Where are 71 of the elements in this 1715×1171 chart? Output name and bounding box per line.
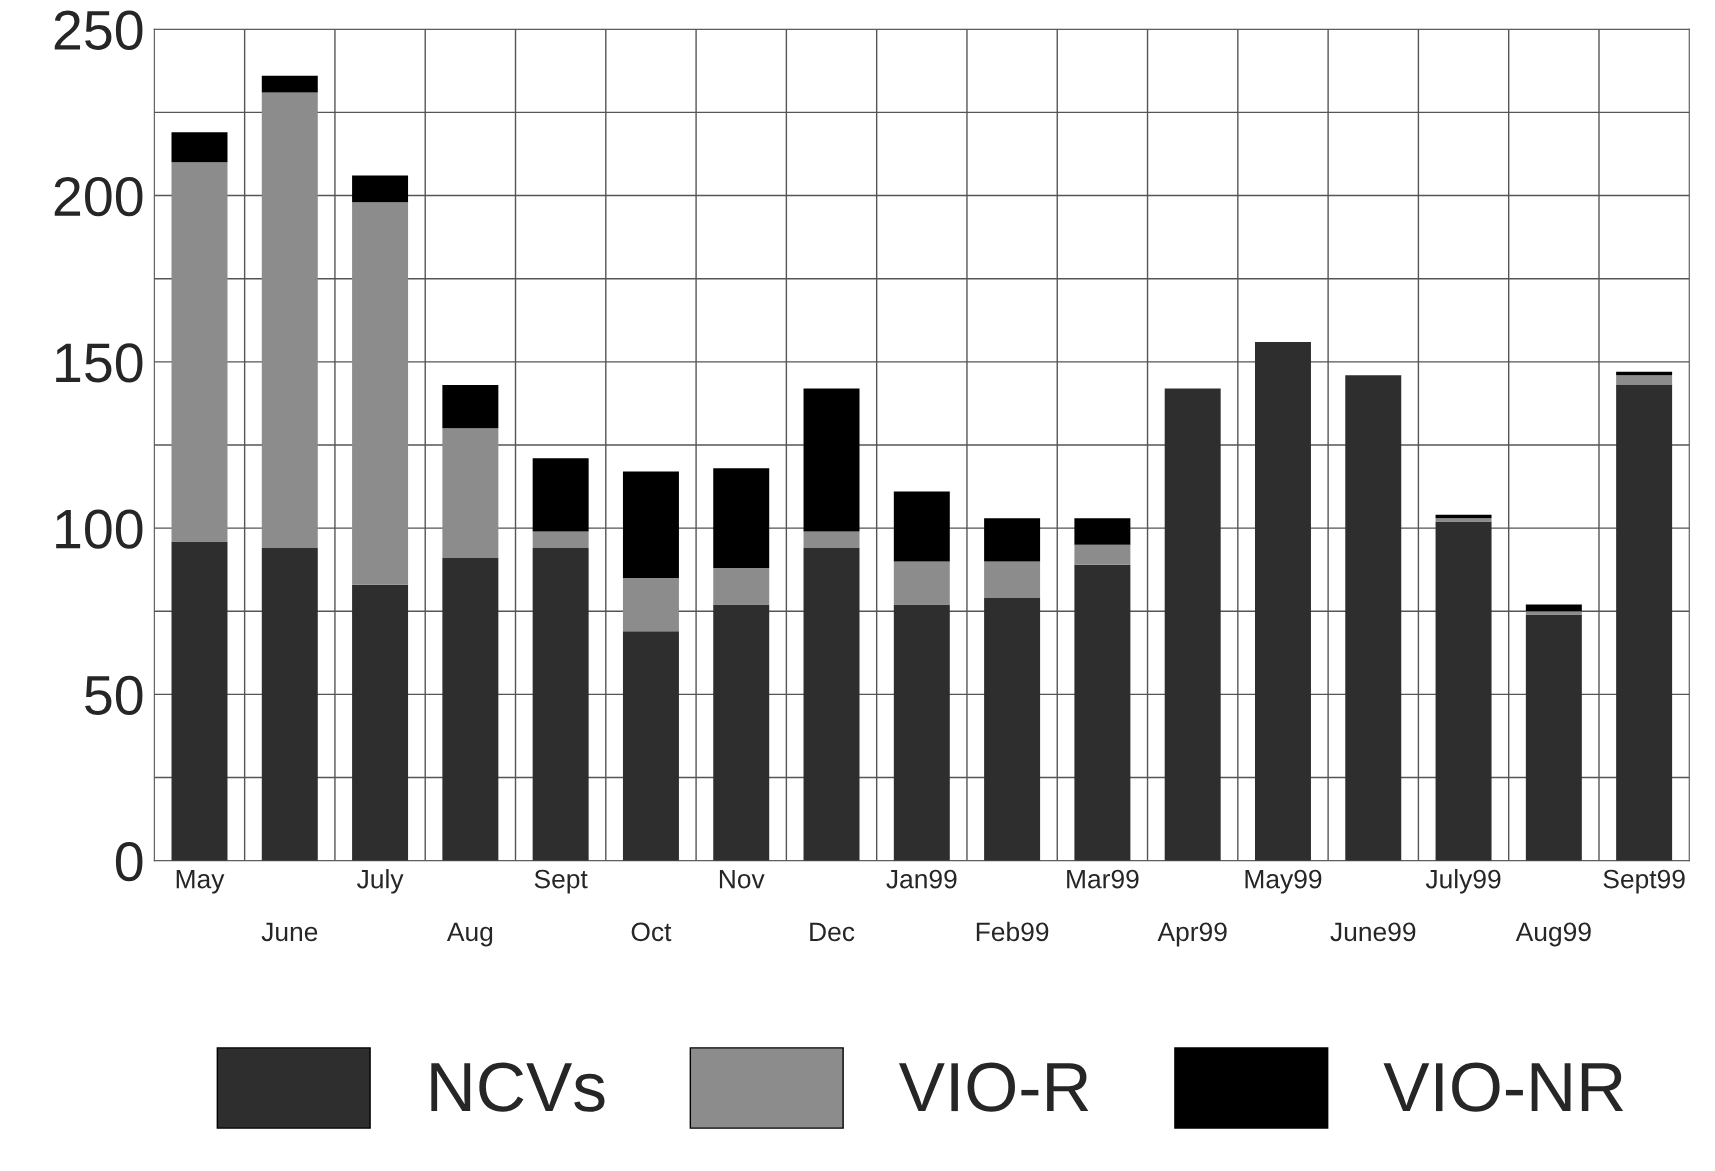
y-tick-label: 50 [85, 675, 143, 716]
bar [713, 568, 770, 605]
legend-label: VIO-NR [1383, 1062, 1624, 1112]
bar [352, 175, 409, 203]
x-tick-label: Dec [810, 922, 855, 942]
bar [622, 578, 679, 632]
bar [803, 531, 860, 549]
bar [1616, 375, 1673, 386]
x-tick-label: July [357, 869, 404, 894]
bar [532, 458, 589, 532]
bar [713, 468, 770, 569]
bar [532, 531, 589, 549]
y-tick-label: 100 [56, 509, 143, 549]
y-tick-label: 0 [115, 842, 143, 882]
bar [261, 75, 318, 93]
x-tick-label: July99 [1425, 869, 1501, 894]
bar [261, 548, 318, 861]
bar [984, 561, 1041, 598]
x-tick-label: Sept99 [1603, 869, 1685, 894]
bar [352, 584, 409, 861]
x-tick-label: Jan99 [886, 869, 957, 889]
bar [984, 518, 1041, 562]
bar [622, 631, 679, 861]
bar [1074, 518, 1131, 545]
x-tick-label: Aug [446, 922, 493, 947]
bar [171, 132, 228, 163]
bar [442, 385, 499, 429]
bar [1074, 564, 1131, 861]
y-tick-label: 250 [54, 10, 143, 50]
bar [1435, 518, 1492, 522]
bar [442, 558, 499, 861]
bar [1164, 388, 1221, 861]
bar [171, 162, 228, 542]
x-tick-label: June99 [1330, 922, 1416, 942]
legend-label: NCVs [431, 1062, 605, 1112]
bar [1616, 371, 1673, 376]
y-tick-label: 200 [54, 176, 143, 217]
bar [803, 388, 860, 532]
bar [713, 604, 770, 861]
bar [893, 561, 950, 605]
x-tick-label: Mar99 [1067, 869, 1139, 889]
bar [1435, 521, 1492, 861]
bar [1254, 341, 1311, 861]
y-tick-label: 150 [56, 343, 143, 383]
x-tick-label: May99 [1245, 869, 1322, 894]
x-tick-label: Apr99 [1157, 922, 1227, 947]
bar [622, 471, 679, 579]
bar [261, 92, 318, 549]
bar [1525, 611, 1582, 615]
bar [442, 428, 499, 559]
x-tick-label: Oct [631, 922, 672, 942]
bar [1616, 385, 1673, 861]
bar [893, 604, 950, 861]
x-tick-label: Nov [719, 869, 765, 889]
x-tick-label: Sept [534, 869, 588, 894]
x-tick-label: May [176, 869, 225, 894]
x-tick-label: June [261, 922, 318, 942]
bar [1435, 514, 1492, 519]
bar [1525, 604, 1582, 612]
x-tick-label: Aug99 [1515, 922, 1591, 947]
bar [1074, 544, 1131, 565]
bar [803, 548, 860, 861]
x-tick-label: Feb99 [976, 921, 1049, 942]
bar [1345, 375, 1402, 861]
bar [893, 491, 950, 562]
bar [1525, 614, 1582, 861]
bar [532, 548, 589, 861]
bar [352, 202, 409, 585]
legend-label: VIO-R [898, 1062, 1089, 1112]
bar [984, 597, 1041, 861]
bar [171, 541, 228, 861]
